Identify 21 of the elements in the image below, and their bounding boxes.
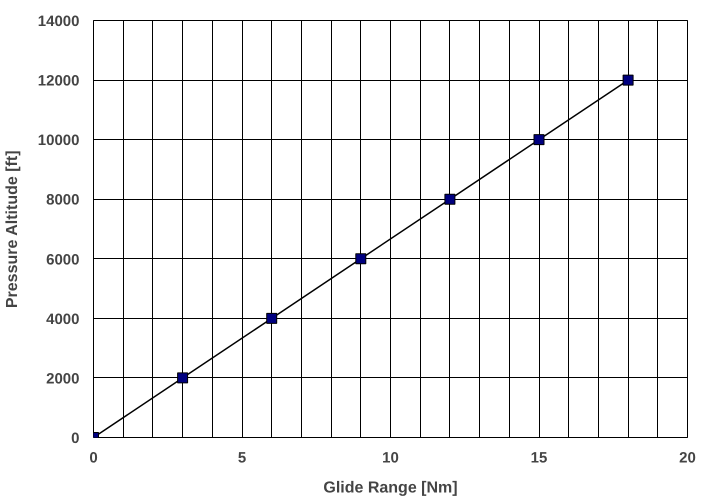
- point: [444, 194, 456, 205]
- y-tick-label: 8000: [46, 192, 80, 209]
- y-tick-label: 6000: [46, 251, 80, 268]
- x-tick-label: 20: [679, 450, 696, 466]
- point: [622, 74, 634, 86]
- y-tick-label: 14000: [38, 13, 80, 30]
- y-axis-title: Pressure Altitude [ft]: [4, 150, 21, 308]
- y-tick-label: 12000: [38, 72, 80, 90]
- point: [177, 372, 188, 384]
- x-axis-title: Glide Range [Nm]: [323, 480, 458, 496]
- x-tick-label: 5: [238, 450, 246, 466]
- point: [534, 134, 544, 146]
- y-tick-label: 2000: [46, 370, 80, 388]
- y-tick-label: 4000: [46, 310, 80, 328]
- x-tick-label: 15: [530, 450, 548, 466]
- y-tick-label: 0: [71, 430, 80, 447]
- x-tick-label: 10: [382, 450, 399, 466]
- point: [266, 312, 278, 324]
- y-tick-label: 10000: [38, 132, 80, 150]
- point: [355, 253, 366, 264]
- x-tick-label: 0: [89, 450, 98, 466]
